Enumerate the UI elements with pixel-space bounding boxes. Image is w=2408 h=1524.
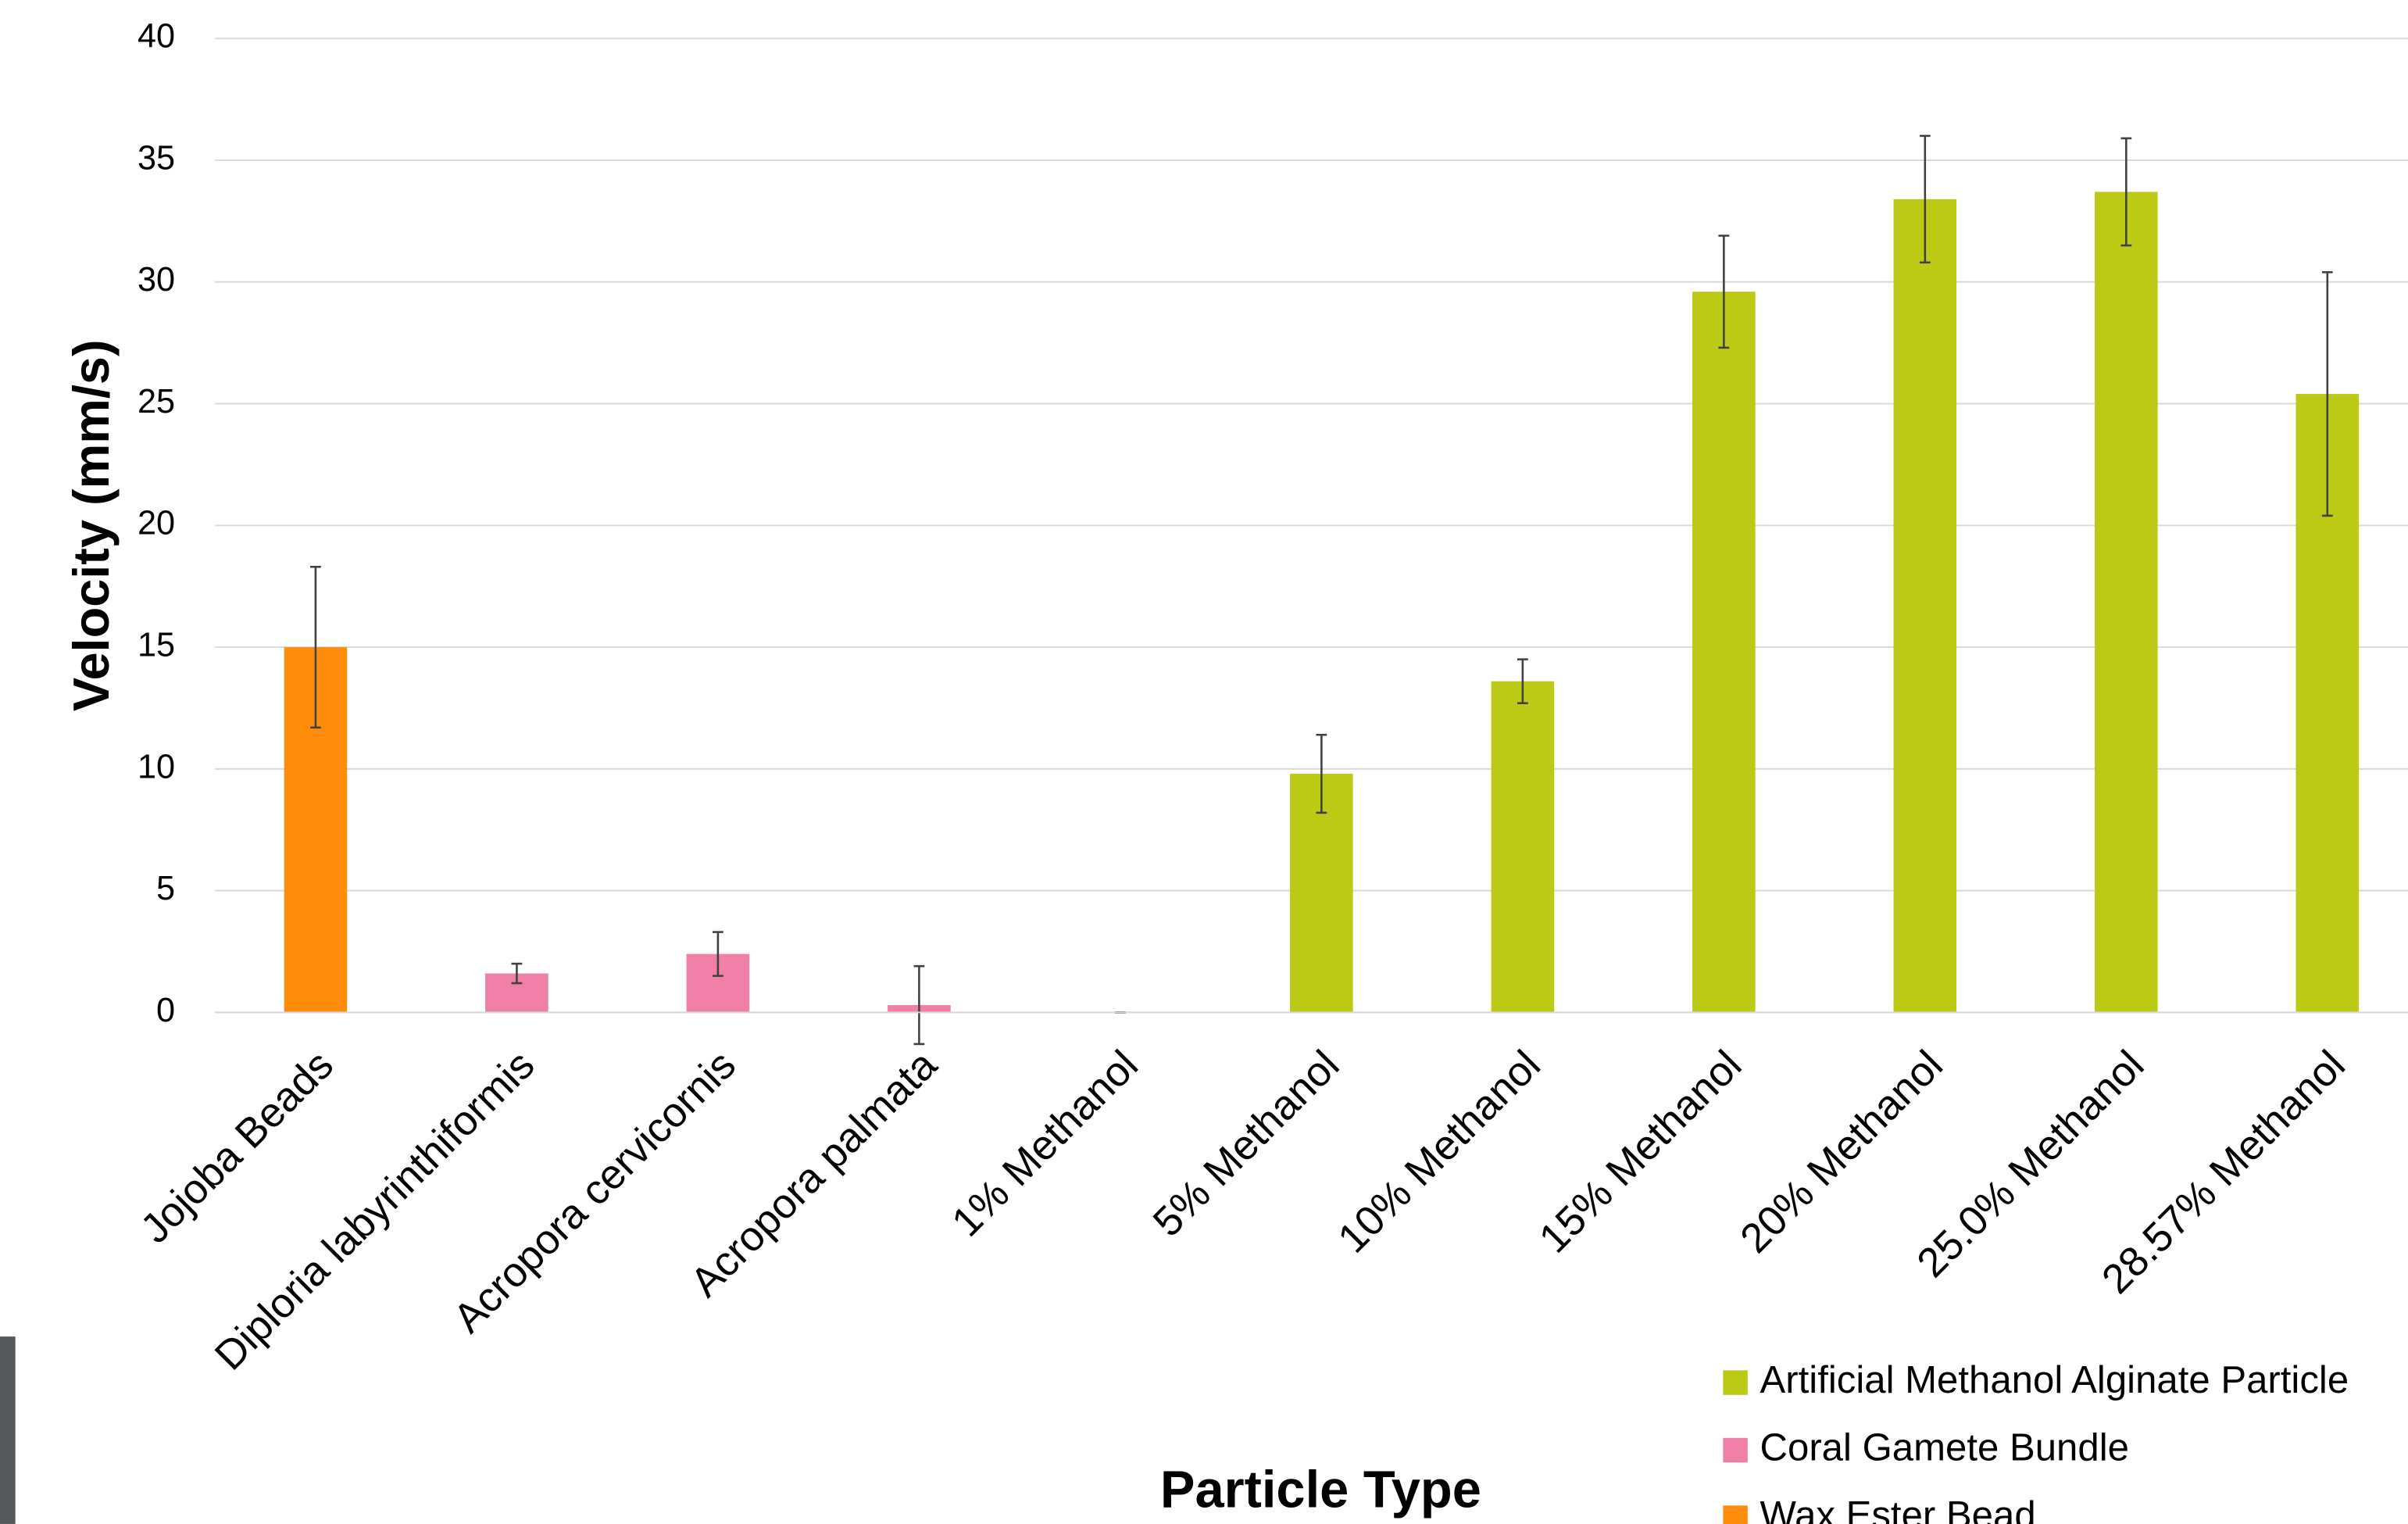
bar	[1893, 199, 1957, 1013]
bar	[2095, 191, 2158, 1013]
x-tick-label: 1% Methanol	[943, 1042, 1147, 1246]
legend-swatch	[1723, 1370, 1748, 1395]
y-tick-label: 15	[138, 626, 175, 664]
legend-swatch	[1723, 1505, 1748, 1524]
x-tick-label: 20% Methanol	[1731, 1042, 1952, 1262]
legend-label: Coral Gamete Bundle	[1760, 1427, 2129, 1469]
x-tick-label: 15% Methanol	[1531, 1042, 1751, 1262]
y-axis-title: Velocity (mm/s)	[63, 339, 120, 711]
photo-fragment	[0, 1336, 16, 1524]
y-tick-label: 5	[156, 870, 175, 907]
x-axis-title: Particle Type	[1160, 1461, 1481, 1519]
y-tick-label: 0	[156, 992, 175, 1029]
x-tick-label: Jojoba Beads	[132, 1042, 342, 1252]
y-tick-label: 20	[138, 505, 175, 542]
x-tick-label: 5% Methanol	[1145, 1042, 1349, 1246]
y-tick-label: 30	[138, 261, 175, 299]
bar	[1692, 292, 1756, 1013]
bar	[1491, 681, 1555, 1013]
y-tick-label: 40	[138, 18, 175, 55]
x-tick-label: Diploria labyrinthiformis	[206, 1042, 544, 1379]
y-tick-label: 10	[138, 748, 175, 785]
y-tick-label: 25	[138, 383, 175, 420]
legend-swatch	[1723, 1437, 1748, 1463]
legend-label: Wax Ester Bead	[1760, 1494, 2036, 1524]
legend-label: Artificial Methanol Alginate Particle	[1760, 1359, 2349, 1401]
y-tick-label: 35	[138, 139, 175, 177]
x-tick-label: 10% Methanol	[1329, 1042, 1549, 1262]
